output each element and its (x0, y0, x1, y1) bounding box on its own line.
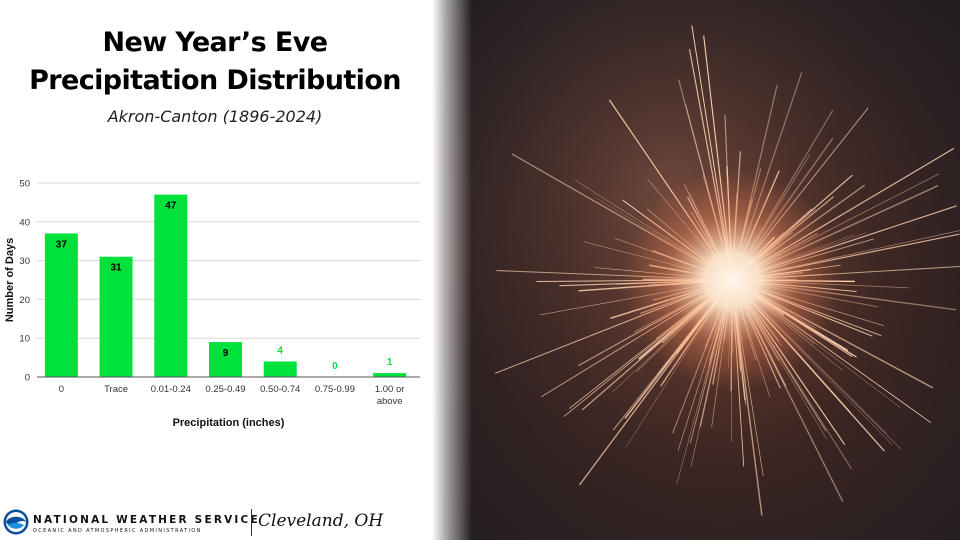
bar (154, 194, 188, 377)
x-tick-label: Trace (104, 384, 128, 395)
bar (44, 233, 78, 377)
agency-name: NATIONAL WEATHER SERVICE (33, 514, 260, 526)
x-tick-label: 0.50-0.74 (260, 384, 300, 395)
y-tick-label: 30 (19, 256, 30, 267)
data-label: 0 (332, 361, 338, 372)
sparkler-glow (622, 170, 842, 390)
data-label: 37 (56, 239, 68, 250)
bar (209, 342, 242, 377)
title-line-2: Precipitation Distribution (29, 65, 401, 96)
x-axis-label: Precipitation (inches) (173, 417, 285, 429)
x-tick-label: 0.75-0.99 (315, 384, 355, 395)
x-tick-label: 0 (59, 384, 64, 395)
y-tick-label: 0 (25, 373, 30, 384)
photo-edge-fade (432, 0, 472, 540)
footer-divider (251, 509, 252, 536)
x-axis-ticks: 0 Trace 0.01-0.24 0.25-0.49 0.50-0.74 0.75-0.… (59, 384, 405, 407)
bar (373, 373, 407, 377)
data-label: 1 (387, 357, 393, 368)
y-tick-label: 40 (19, 217, 30, 228)
data-label: 47 (165, 201, 177, 212)
data-label: 31 (111, 263, 123, 274)
subtitle: Akron-Canton (1896-2024) (107, 107, 323, 126)
sparkler-image (432, 0, 960, 540)
page-title: New Year’s Eve Precipitation Distributio… (0, 24, 430, 100)
agency-subtitle: OCEANIC AND ATMOSPHERIC ADMINISTRATION (33, 528, 202, 534)
y-axis-label: Number of Days (4, 238, 16, 322)
data-label: 4 (277, 345, 283, 356)
left-panel: New Year’s Eve Precipitation Distributio… (0, 0, 440, 540)
x-tick-label: 0.01-0.24 (151, 384, 191, 395)
data-label: 9 (223, 348, 229, 359)
office-name: Cleveland, OH (258, 511, 384, 531)
x-tick-label: above (377, 396, 403, 407)
x-tick-label: 0.25-0.49 (205, 384, 245, 395)
chart-bars: 37 31 47 9 4 0 1 (44, 194, 407, 377)
y-tick-label: 10 (19, 334, 30, 345)
y-axis-ticks: 0 10 20 30 40 50 (19, 179, 30, 384)
y-tick-label: 50 (19, 179, 30, 190)
footer: NATIONAL WEATHER SERVICE OCEANIC AND ATM… (0, 500, 440, 540)
sparkler-photo (432, 0, 960, 540)
y-tick-label: 20 (19, 295, 30, 306)
title-line-1: New Year’s Eve (102, 27, 329, 58)
chart-gridlines (37, 182, 420, 339)
noaa-logo-icon (3, 509, 29, 535)
x-tick-label: 1.00 or (375, 384, 405, 395)
bar (99, 256, 133, 377)
bar (263, 361, 297, 377)
